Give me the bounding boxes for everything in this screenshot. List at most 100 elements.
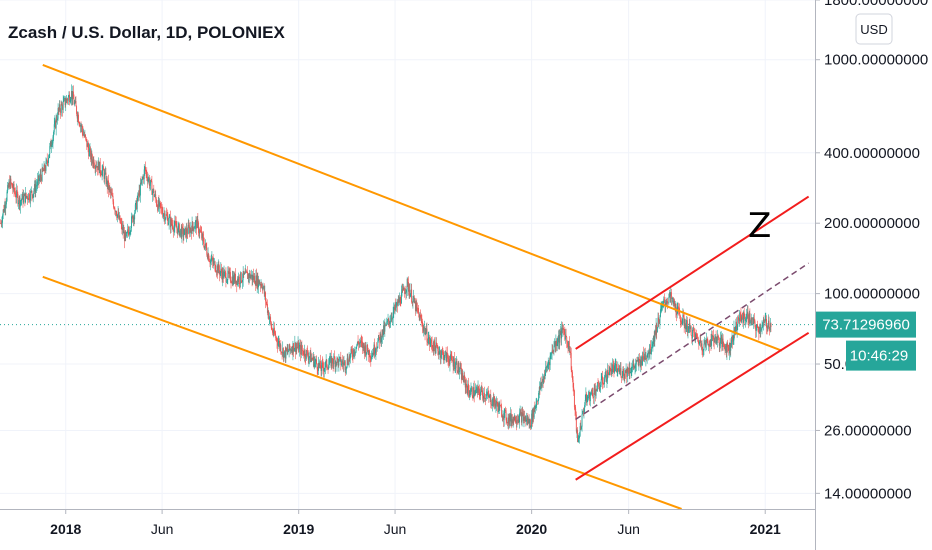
candle-body — [199, 230, 201, 232]
candle-body — [415, 301, 416, 312]
candle-body — [24, 193, 26, 203]
candle-body — [317, 369, 319, 371]
candle — [759, 322, 761, 338]
candle-body — [515, 421, 517, 423]
candle-body — [80, 125, 82, 127]
candle-body — [79, 125, 81, 127]
candle — [352, 348, 354, 363]
candle-body — [585, 393, 587, 401]
candle-body — [149, 183, 151, 186]
candle-body — [700, 339, 702, 347]
candle-body — [86, 143, 88, 147]
trendline-rising-mid[interactable] — [575, 262, 810, 420]
candle-body — [388, 318, 390, 322]
candle-body — [307, 350, 309, 356]
candle-body — [227, 270, 229, 280]
candle-body — [108, 186, 110, 191]
candle — [464, 376, 466, 395]
candle — [606, 374, 608, 389]
candle — [104, 169, 106, 185]
candle-body — [503, 415, 505, 420]
trendline-rising-lower[interactable] — [575, 331, 810, 481]
candle — [228, 268, 230, 278]
candle-body — [465, 383, 467, 388]
candle-body — [118, 212, 120, 219]
candle — [565, 328, 567, 338]
candle-body — [586, 397, 588, 403]
trendline-channel-lower[interactable] — [42, 275, 682, 510]
candle — [355, 346, 357, 354]
candle-body — [453, 358, 455, 369]
candle-body — [658, 322, 660, 324]
candle — [188, 220, 190, 229]
candle — [730, 342, 732, 358]
candle — [180, 228, 182, 238]
candle — [480, 386, 482, 400]
candle — [549, 357, 550, 372]
candle-body — [141, 179, 143, 184]
candle-body — [716, 340, 718, 344]
candle-body — [659, 316, 661, 324]
candle — [205, 239, 206, 252]
candle-body — [704, 340, 706, 346]
candle — [623, 366, 624, 380]
candle-body — [632, 363, 634, 367]
candle — [23, 192, 25, 197]
currency-button[interactable]: USD — [855, 13, 893, 45]
candle-body — [13, 184, 15, 191]
candle — [402, 283, 404, 293]
y-axis[interactable]: 1800.000000001000.00000000400.0000000020… — [815, 0, 928, 550]
candle — [726, 341, 728, 361]
candle-body — [436, 345, 438, 347]
candle — [115, 210, 116, 217]
candle-body — [216, 265, 218, 272]
candle — [99, 161, 101, 174]
candle — [324, 362, 326, 372]
candle-body — [566, 337, 568, 342]
candle-body — [178, 224, 180, 226]
candle — [201, 232, 203, 246]
candle — [233, 271, 235, 285]
candle-body — [612, 364, 614, 367]
candle-body — [480, 387, 482, 392]
candle-body — [448, 362, 450, 365]
candle-body — [284, 350, 286, 359]
candle-body — [30, 190, 32, 201]
candle — [607, 363, 609, 385]
trendline-channel-upper[interactable] — [42, 63, 783, 352]
candle-body — [71, 91, 72, 100]
candle — [649, 343, 651, 360]
candle — [506, 417, 508, 424]
x-axis[interactable]: 2018 Jun 2019 Jun 2020 Jun 2021 — [0, 509, 815, 537]
candle-body — [361, 341, 363, 343]
candle — [397, 299, 399, 313]
candle-body — [538, 392, 540, 401]
candle-body — [334, 358, 336, 367]
candle-body — [554, 341, 556, 346]
candle — [259, 280, 261, 287]
candle — [523, 410, 525, 428]
candle-body — [603, 383, 605, 385]
candle-body — [427, 341, 429, 343]
candle-body — [435, 342, 437, 354]
candle — [34, 177, 36, 198]
candle — [427, 332, 429, 346]
candle-body — [669, 292, 671, 296]
candle-body — [756, 324, 758, 328]
candle-body — [768, 320, 770, 328]
candle-body — [243, 272, 245, 275]
candle — [251, 269, 252, 280]
candle — [140, 176, 142, 185]
candle-body — [358, 342, 360, 345]
candle — [432, 345, 434, 352]
candle — [499, 404, 501, 406]
candle — [122, 220, 123, 236]
candle — [468, 385, 470, 398]
candle-body — [253, 276, 255, 280]
candle — [50, 138, 52, 147]
candle — [289, 348, 291, 354]
candle-body — [710, 339, 712, 346]
candle-body — [9, 181, 11, 188]
trendline-rising-upper[interactable] — [575, 195, 810, 350]
